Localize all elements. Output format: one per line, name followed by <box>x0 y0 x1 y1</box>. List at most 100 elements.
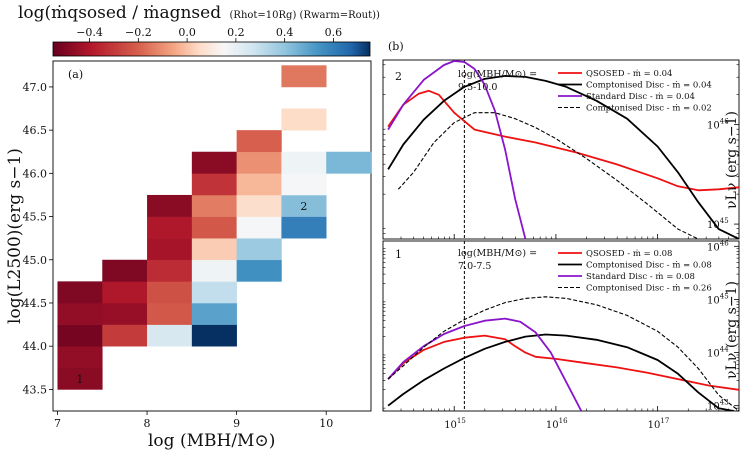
heatmap-cell <box>281 65 327 88</box>
heatmap-cell <box>102 259 148 282</box>
heatmap-xtick-label: 9 <box>233 417 240 430</box>
colorbar-title-main: log(ṁqsosed / ṁagnsed <box>18 3 221 23</box>
sed-bottom-legend-label: Comptonised Disc - ṁ = 0.08 <box>586 261 712 271</box>
heatmap-cell <box>102 281 148 304</box>
heatmap-ytick-label: 47.0 <box>23 81 48 94</box>
heatmap-cell <box>191 173 237 196</box>
sed-bottom-curve-2 <box>387 317 583 411</box>
sed-top-curve-3 <box>397 112 699 239</box>
heatmap-xtick-label: 8 <box>144 417 151 430</box>
colorbar-title-sub: (Rhot=10Rg) (Rwarm=Rout)) <box>230 10 381 21</box>
colorbar <box>52 41 371 57</box>
colorbar-ticks: −0.4 −0.2 0.0 0.2 0.4 0.6 <box>76 26 342 42</box>
colorbar-title: log(ṁqsosed / ṁagnsed (Rhot=10Rg) (Rwarm… <box>18 3 380 23</box>
heatmap-cell <box>191 324 237 347</box>
sed-top-annotation-1: log(MBH/M⊙) = <box>458 69 537 80</box>
sed-top-legend-label: Standard Disc - ṁ = 0.04 <box>586 92 695 102</box>
heatmap-cell <box>281 151 327 174</box>
sed-bottom-legend-label: QSOSED - ṁ = 0.08 <box>586 249 672 259</box>
heatmap-cell <box>236 216 282 239</box>
heatmap-cell <box>147 216 193 239</box>
heatmap-cell <box>191 302 237 325</box>
heatmap-ytick-label: 45.0 <box>23 254 48 267</box>
heatmap-cell <box>147 238 193 261</box>
heatmap-cell <box>191 259 237 282</box>
sed-bottom-curve-3 <box>387 296 739 411</box>
sed-top-ylabel: νLν (erg s−1) <box>724 111 740 209</box>
sed-xtick-label: 1016 <box>546 417 568 431</box>
heatmap-cell <box>147 281 193 304</box>
heatmap-cell <box>236 151 282 174</box>
sed-top-legend-label: Comptonised Disc - ṁ = 0.02 <box>586 104 712 114</box>
heatmap-xlabel: log (MBH/M⊙) <box>148 431 275 451</box>
heatmap-cell <box>102 302 148 325</box>
colorbar-tick-label: 0.6 <box>325 26 343 39</box>
sed-top-legend-label: Comptonised Disc - ṁ = 0.04 <box>586 81 712 91</box>
heatmap-cell <box>281 108 327 131</box>
heatmap-cell <box>236 173 282 196</box>
heatmap-ytick-label: 46.0 <box>23 167 48 180</box>
sed-top-curve-1 <box>387 75 739 239</box>
sed-top-annotation-2: 9.5-10.0 <box>458 82 497 93</box>
heatmap-cell <box>57 302 103 325</box>
heatmap-cell <box>191 216 237 239</box>
heatmap-cell <box>191 238 237 261</box>
heatmap-bin-label: 1 <box>76 373 83 386</box>
sed-bottom-curve-0 <box>387 334 739 391</box>
heatmap-ytick-label: 44.0 <box>23 340 48 353</box>
heatmap-cell <box>147 194 193 217</box>
sed-bottom-annotation-1: log(MBH/M⊙) = <box>458 248 537 259</box>
heatmap-cell <box>236 238 282 261</box>
sed-ticks: 1045 1046 1043 1044 1045 1046 1015 1016 1017 <box>382 64 739 431</box>
sed-bottom-ylabel: νLν (erg s−1) <box>724 281 740 379</box>
sed-bottom-bin-label: 1 <box>395 248 402 261</box>
sed-bottom-ytick-label: 1043 <box>707 399 729 413</box>
heatmap-bin-label: 2 <box>300 200 307 213</box>
heatmap-ytick-label: 46.5 <box>23 124 48 137</box>
heatmap-cell <box>191 151 237 174</box>
colorbar-tick-label: 0.2 <box>227 26 245 39</box>
colorbar-tick-label: 0.0 <box>178 26 196 39</box>
heatmap-cell <box>236 130 282 153</box>
colorbar-tick-label: −0.4 <box>76 26 103 39</box>
sed-bottom-ytick-label: 1045 <box>707 292 729 306</box>
heatmap-ytick-label: 43.5 <box>23 383 48 396</box>
heatmap-cell <box>281 194 327 217</box>
heatmap-cell <box>57 324 103 347</box>
sed-bottom-frame <box>382 240 740 412</box>
colorbar-tick-label: −0.2 <box>125 26 152 39</box>
heatmap-xtick-label: 7 <box>54 417 61 430</box>
sed-top-curve-2 <box>387 60 527 239</box>
sed-bottom-ytick-label: 1044 <box>707 346 729 360</box>
sed-top-legend-label: QSOSED - ṁ = 0.04 <box>586 69 672 79</box>
heatmap-cells: 12 <box>57 65 372 390</box>
panel-b-label: (b) <box>388 40 404 53</box>
sed-bottom-curve-1 <box>387 333 735 411</box>
heatmap-cell <box>57 346 103 369</box>
sed-top-ytick-label: 1045 <box>707 217 729 231</box>
sed-bottom-ytick-label: 1046 <box>707 239 729 253</box>
colorbar-tick-label: 0.4 <box>276 26 294 39</box>
sed-top-legend: QSOSED - ṁ = 0.04 Comptonised Disc - ṁ = … <box>558 69 712 114</box>
heatmap-frame <box>52 60 372 412</box>
sed-bottom-curves <box>387 241 739 411</box>
sed-bottom-legend: QSOSED - ṁ = 0.08 Comptonised Disc - ṁ = … <box>558 249 712 294</box>
sed-bottom-legend-label: Standard Disc - ṁ = 0.08 <box>586 272 695 282</box>
heatmap-cell <box>236 194 282 217</box>
sed-bottom-legend-label: Comptonised Disc - ṁ = 0.26 <box>586 284 712 294</box>
sed-bottom-annotation-2: 7.0-7.5 <box>458 261 491 272</box>
heatmap-cell <box>281 173 327 196</box>
heatmap-cell <box>102 324 148 347</box>
sed-top-ytick-label: 1046 <box>707 118 729 132</box>
heatmap-cell <box>147 259 193 282</box>
heatmap-ytick-label: 44.5 <box>23 297 48 310</box>
sed-top-curves <box>387 60 739 239</box>
heatmap-ticks: 7 8 9 10 43.5 44.0 44.5 45.0 45.5 46.0 46.5 47.0 <box>23 81 334 430</box>
sed-top-frame <box>382 59 740 240</box>
heatmap-ytick-label: 45.5 <box>23 211 48 224</box>
heatmap-cell <box>191 281 237 304</box>
sed-xtick-label: 1015 <box>444 417 466 431</box>
heatmap-cell <box>281 216 327 239</box>
heatmap-cell <box>326 151 372 174</box>
